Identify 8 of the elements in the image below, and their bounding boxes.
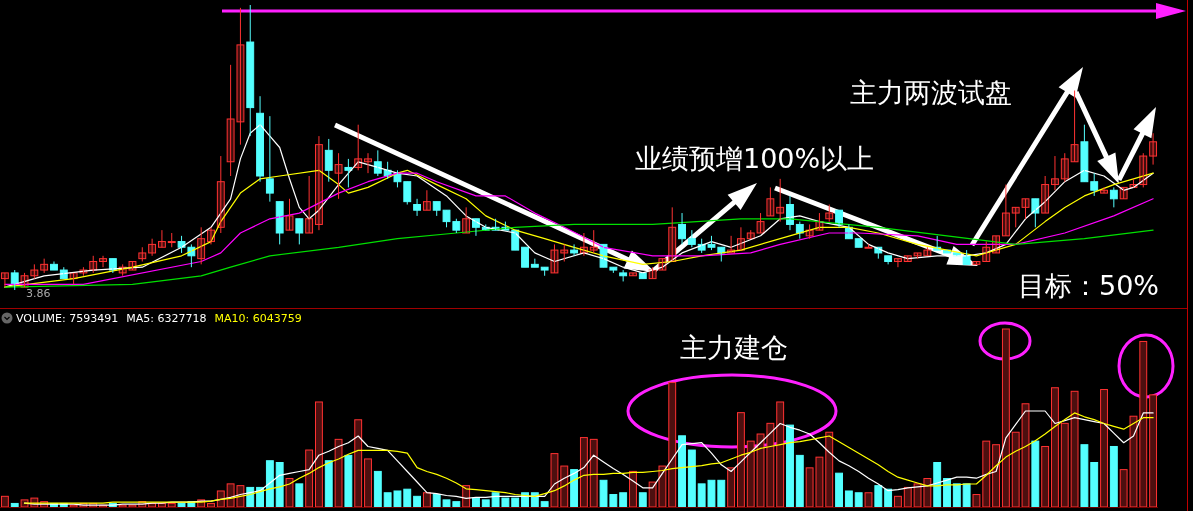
text: MA5: 6327718 (126, 312, 207, 325)
annotation: 3.86 (26, 287, 51, 300)
annotation: 主力两波试盘 (850, 77, 1012, 108)
annotation: 主力建仓 (680, 332, 788, 363)
annotation: 业绩预增100%以上 (635, 143, 875, 174)
annotation: 目标：50% (1018, 270, 1160, 301)
text: MA10: 6043759 (214, 312, 302, 325)
chart-title: VOLUME: 7593491 (16, 312, 119, 325)
